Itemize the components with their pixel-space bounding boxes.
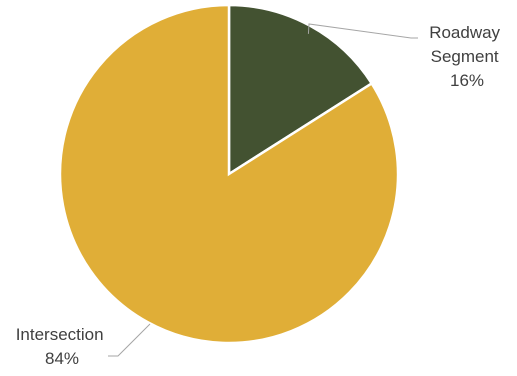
pie-slice-roadway-segment — [227, 3, 374, 177]
data-label-roadway-segment-line2: Segment — [431, 47, 499, 66]
pie-slice-intersection — [58, 3, 400, 345]
leader-line-intersection — [108, 323, 151, 357]
leader-line-roadway-segment — [307, 23, 418, 39]
data-label-roadway-segment-value: 16% — [450, 71, 484, 90]
pie-slices — [58, 3, 400, 345]
data-label-intersection-line1: Intersection — [16, 325, 104, 344]
leader-lines — [108, 23, 418, 357]
data-label-intersection-value: 84% — [45, 349, 79, 368]
data-label-intersection: Intersection 84% — [16, 325, 109, 368]
data-label-roadway-segment: Roadway Segment 16% — [429, 23, 505, 90]
data-label-roadway-segment-line1: Roadway — [429, 23, 500, 42]
